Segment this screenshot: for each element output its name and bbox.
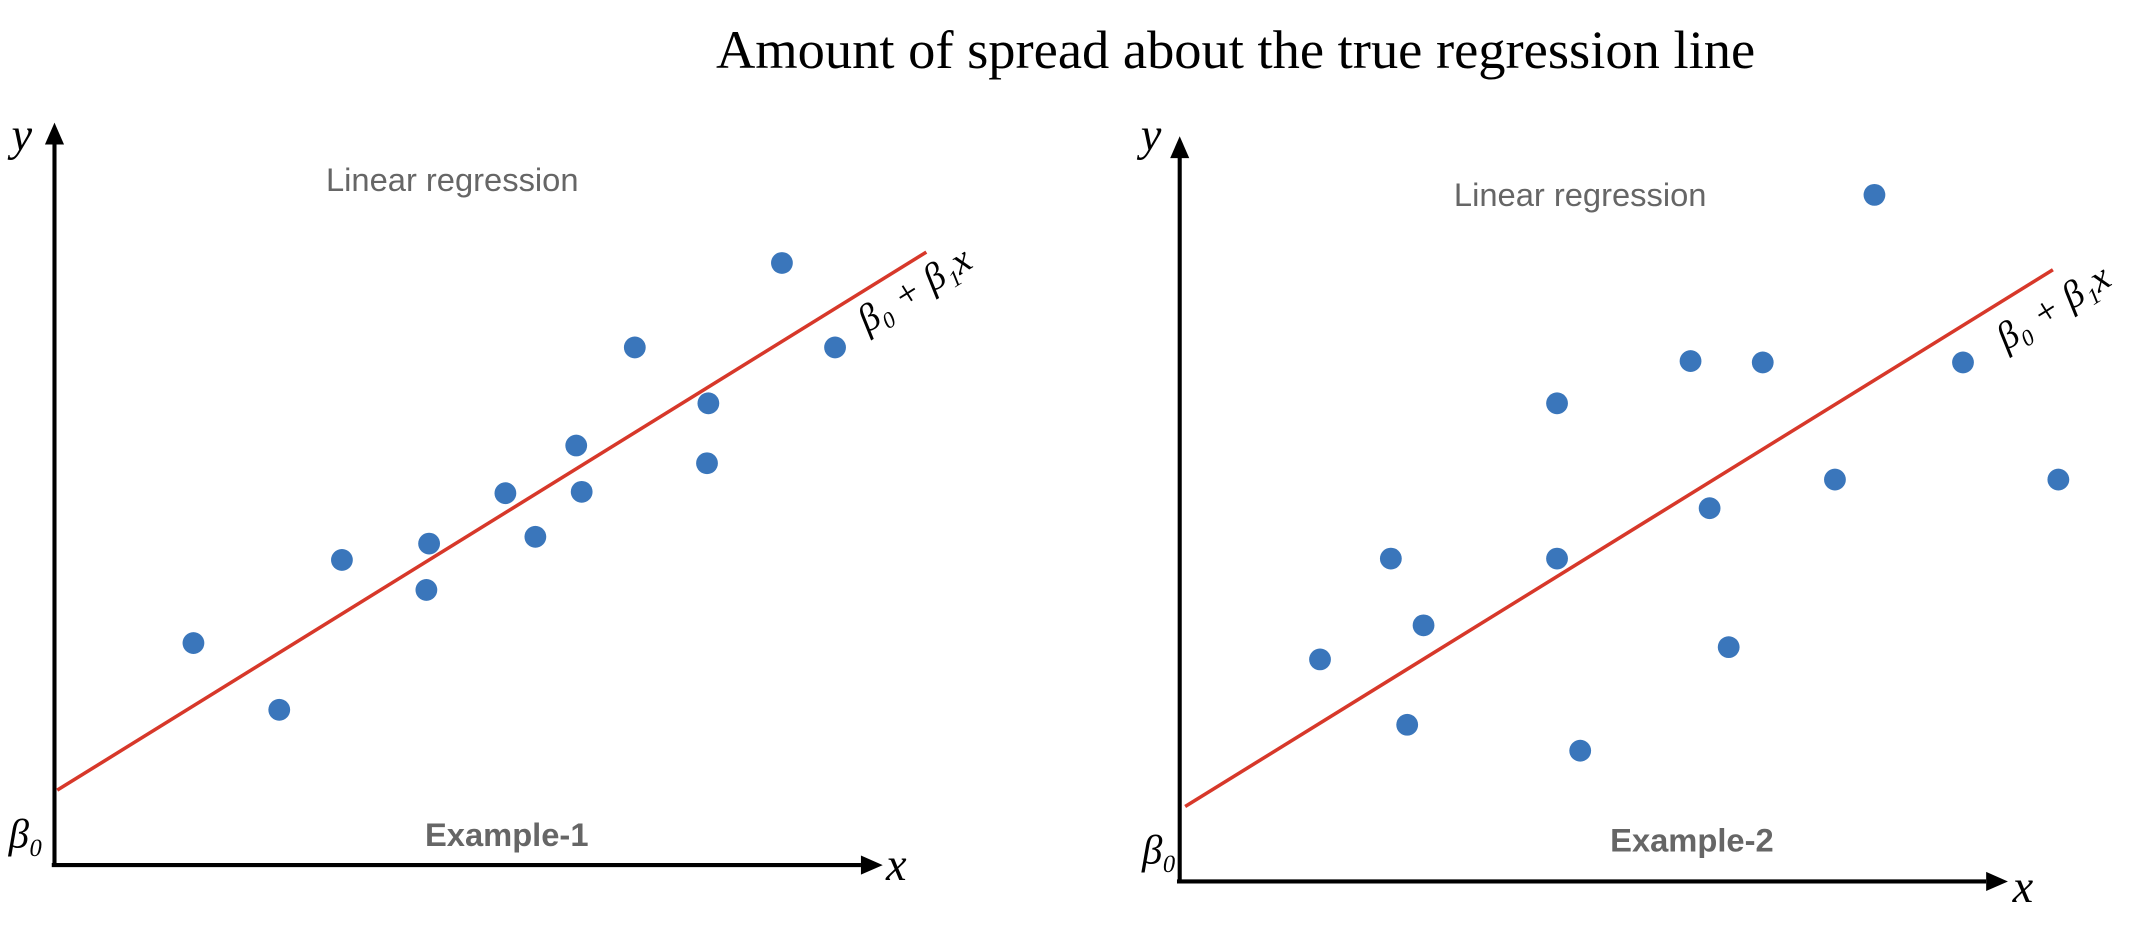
point bbox=[623, 336, 646, 359]
point bbox=[268, 698, 291, 721]
point bbox=[1952, 351, 1974, 374]
intercept-label: β₀ bbox=[8, 811, 44, 856]
arrowhead bbox=[860, 855, 883, 875]
point bbox=[1863, 183, 1886, 206]
panel-label: Example-1 bbox=[425, 816, 589, 853]
panel-label: Example-2 bbox=[1610, 821, 1774, 858]
panel-2: y x β₀ β₀ + β₁x Linear regression Exampl… bbox=[1137, 110, 2118, 913]
x-axis-label: x bbox=[2012, 862, 2034, 913]
point bbox=[1569, 739, 1592, 762]
point bbox=[697, 392, 720, 415]
point bbox=[2047, 468, 2070, 491]
point bbox=[1824, 468, 1846, 491]
regression-line bbox=[1184, 268, 2054, 809]
point bbox=[771, 252, 793, 274]
point bbox=[1751, 351, 1774, 374]
intercept-label: β₀ bbox=[1141, 828, 1177, 873]
point bbox=[1396, 713, 1419, 736]
point bbox=[331, 549, 353, 571]
title: Amount of spread about the true regressi… bbox=[716, 19, 1755, 80]
point bbox=[415, 579, 438, 601]
point bbox=[494, 482, 517, 505]
point bbox=[524, 525, 547, 548]
point bbox=[182, 632, 205, 654]
point bbox=[565, 434, 588, 457]
points bbox=[1309, 183, 2070, 762]
arrowhead bbox=[1986, 871, 2008, 891]
arrowhead bbox=[1170, 136, 1190, 159]
x-axis-label: x bbox=[885, 840, 907, 891]
annotation: Linear regression bbox=[1454, 176, 1707, 213]
point bbox=[570, 480, 593, 503]
point bbox=[696, 452, 718, 475]
point bbox=[1546, 547, 1568, 570]
point bbox=[1546, 392, 1568, 415]
point bbox=[1309, 648, 1331, 671]
panel-1: y x β₀ β₀ + β₁x Linear regression Exampl… bbox=[8, 110, 980, 891]
point bbox=[1717, 636, 1740, 659]
points bbox=[182, 252, 846, 721]
point bbox=[1379, 547, 1402, 570]
regression-line bbox=[56, 250, 928, 792]
annotation: Linear regression bbox=[326, 161, 579, 198]
point bbox=[824, 336, 846, 359]
point bbox=[1698, 497, 1721, 520]
point bbox=[418, 532, 441, 555]
point bbox=[1679, 350, 1702, 372]
y-axis-label: y bbox=[8, 110, 33, 161]
y-axis-label: y bbox=[1137, 110, 1162, 161]
arrowhead bbox=[44, 122, 65, 145]
point bbox=[1412, 614, 1435, 637]
